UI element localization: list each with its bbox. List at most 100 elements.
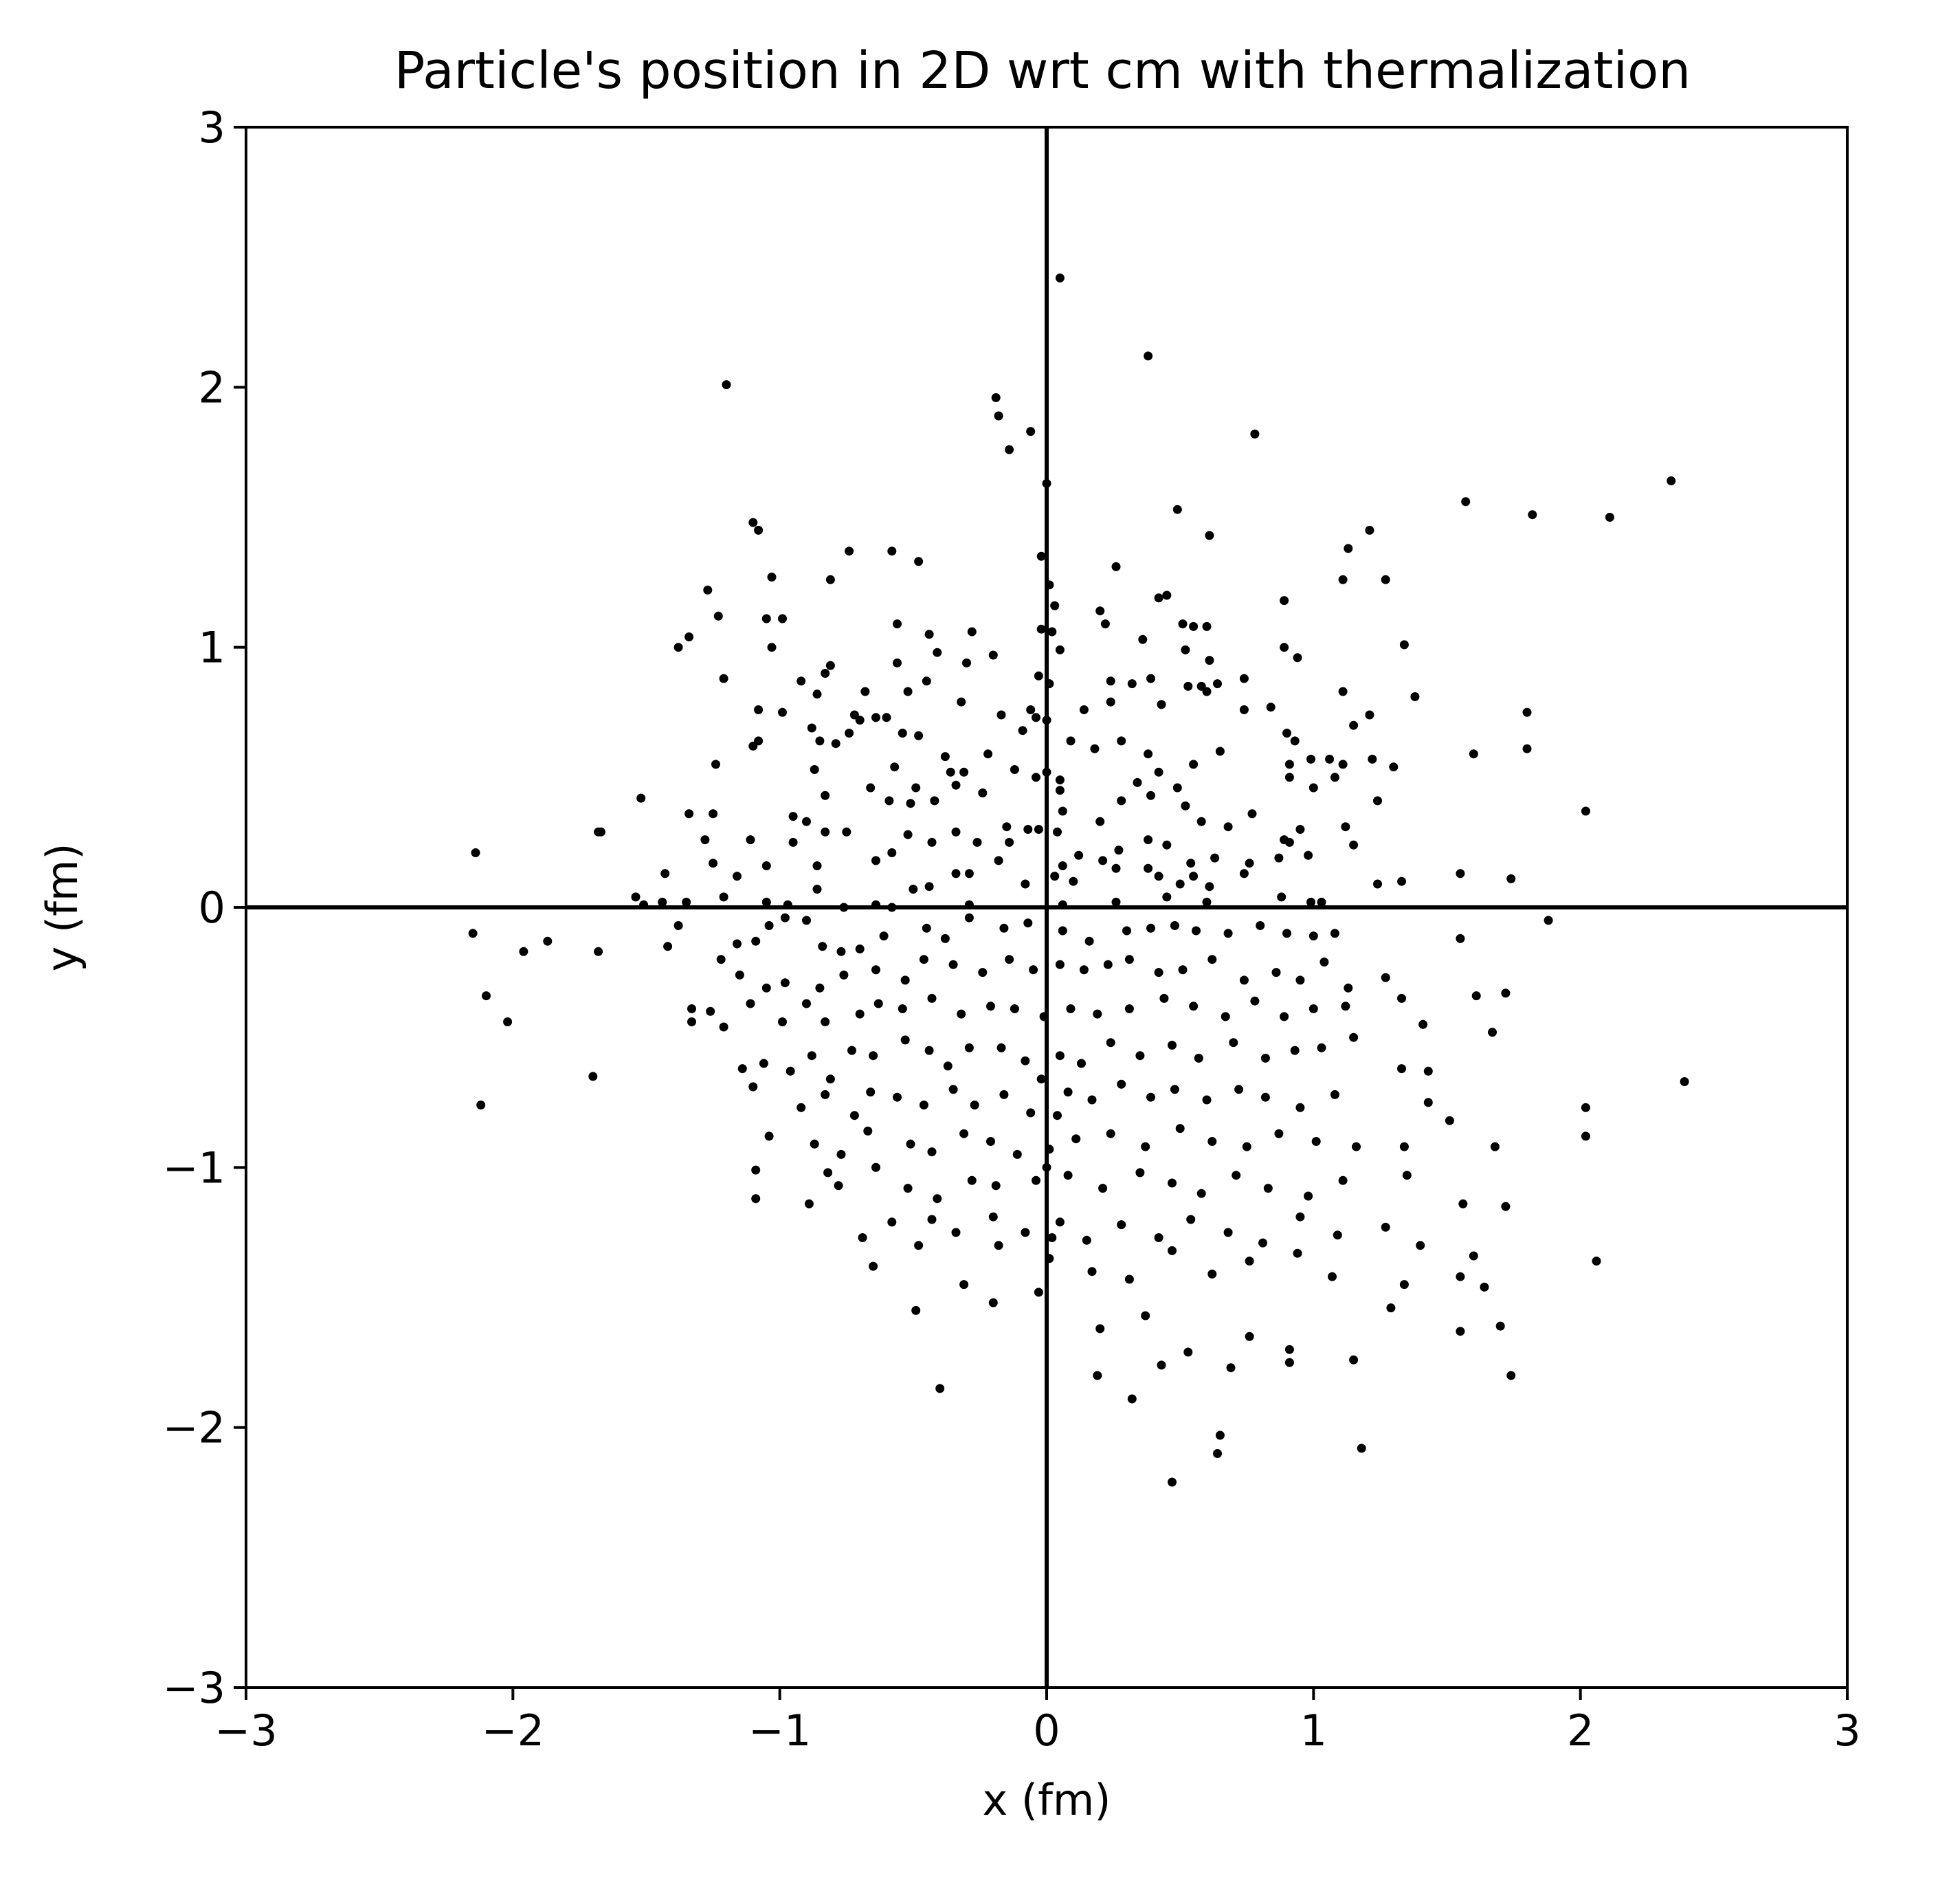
data-point [1154, 968, 1163, 977]
data-point [1271, 968, 1281, 977]
data-point [873, 999, 883, 1008]
data-point [951, 827, 961, 837]
data-point [1144, 749, 1153, 759]
data-point [994, 411, 1003, 421]
data-point [761, 983, 771, 993]
data-point [1213, 1449, 1222, 1458]
data-point [994, 856, 1003, 865]
data-point [996, 710, 1006, 720]
data-point [778, 707, 787, 717]
data-point [1423, 1066, 1433, 1076]
data-point [1250, 996, 1260, 1006]
data-point [1170, 1085, 1179, 1094]
data-point [1239, 674, 1249, 683]
scatter-points [468, 273, 1689, 1487]
data-point [1207, 1269, 1217, 1279]
data-point [468, 929, 478, 938]
data-point [1330, 1090, 1339, 1099]
data-point [922, 923, 931, 933]
data-point [893, 1092, 902, 1102]
data-point [964, 869, 974, 879]
data-point [1063, 1087, 1073, 1097]
data-point [1106, 1129, 1115, 1138]
data-point [1290, 736, 1300, 746]
data-point [810, 765, 819, 774]
data-point [1341, 1002, 1350, 1011]
data-point [746, 999, 755, 1008]
data-point [1344, 544, 1353, 553]
data-point [761, 861, 771, 870]
data-point [748, 1082, 758, 1092]
data-point [978, 788, 988, 797]
data-point [1207, 955, 1217, 964]
data-point [1162, 840, 1172, 850]
data-point [1157, 1360, 1166, 1370]
data-point [845, 546, 854, 556]
data-point [946, 767, 955, 777]
data-point [1005, 445, 1014, 454]
data-point [924, 630, 934, 639]
data-point [919, 1101, 928, 1109]
data-point [940, 752, 950, 762]
data-point [1055, 1051, 1065, 1061]
data-point [767, 643, 777, 652]
data-point [1295, 975, 1305, 985]
data-point [1114, 846, 1124, 855]
data-point [866, 783, 876, 793]
data-point [1349, 720, 1359, 730]
data-point [1328, 1272, 1337, 1281]
data-point [930, 796, 939, 806]
data-point [959, 1129, 969, 1138]
data-point [1036, 551, 1046, 561]
data-point [825, 661, 835, 670]
data-point [1181, 801, 1190, 810]
data-point [778, 614, 787, 623]
data-point [812, 689, 822, 699]
data-point [903, 1184, 913, 1193]
data-point [839, 970, 849, 980]
data-point [1210, 853, 1220, 863]
data-point [1397, 876, 1406, 886]
data-point [1103, 960, 1113, 969]
data-point [1202, 1095, 1212, 1105]
data-point [898, 729, 907, 738]
data-point [1055, 1217, 1065, 1227]
data-point [1207, 1137, 1217, 1146]
data-point [948, 1085, 958, 1094]
data-point [933, 1194, 942, 1204]
data-point [471, 848, 480, 857]
data-point [764, 921, 774, 930]
data-point [1229, 1038, 1238, 1048]
data-point [1501, 988, 1511, 998]
data-point [906, 799, 915, 808]
x-tick-label: 0 [1033, 1705, 1060, 1756]
data-point [922, 676, 931, 686]
data-point [1021, 879, 1030, 889]
data-point [1186, 859, 1196, 868]
data-point [1397, 1064, 1406, 1074]
data-point [1050, 601, 1060, 610]
data-point [631, 892, 641, 902]
data-point [1581, 1131, 1590, 1141]
data-point [967, 627, 977, 637]
data-point [887, 848, 897, 857]
data-point [991, 393, 1001, 402]
data-point [1032, 1175, 1040, 1185]
data-point [687, 1004, 696, 1013]
data-point [855, 716, 865, 725]
x-tick-label: −3 [214, 1705, 277, 1756]
data-point [1138, 634, 1148, 644]
data-point [1293, 1248, 1302, 1258]
data-point [1186, 1215, 1196, 1224]
data-point [788, 812, 798, 821]
data-point [810, 1139, 819, 1149]
data-point [1349, 1032, 1359, 1042]
data-point [1306, 754, 1315, 764]
data-point [1058, 926, 1067, 936]
data-point [1194, 1053, 1203, 1063]
data-point [943, 1061, 953, 1071]
data-point [1087, 1267, 1097, 1277]
data-point [1410, 692, 1420, 701]
data-point [1058, 806, 1067, 816]
data-point [823, 1168, 833, 1178]
